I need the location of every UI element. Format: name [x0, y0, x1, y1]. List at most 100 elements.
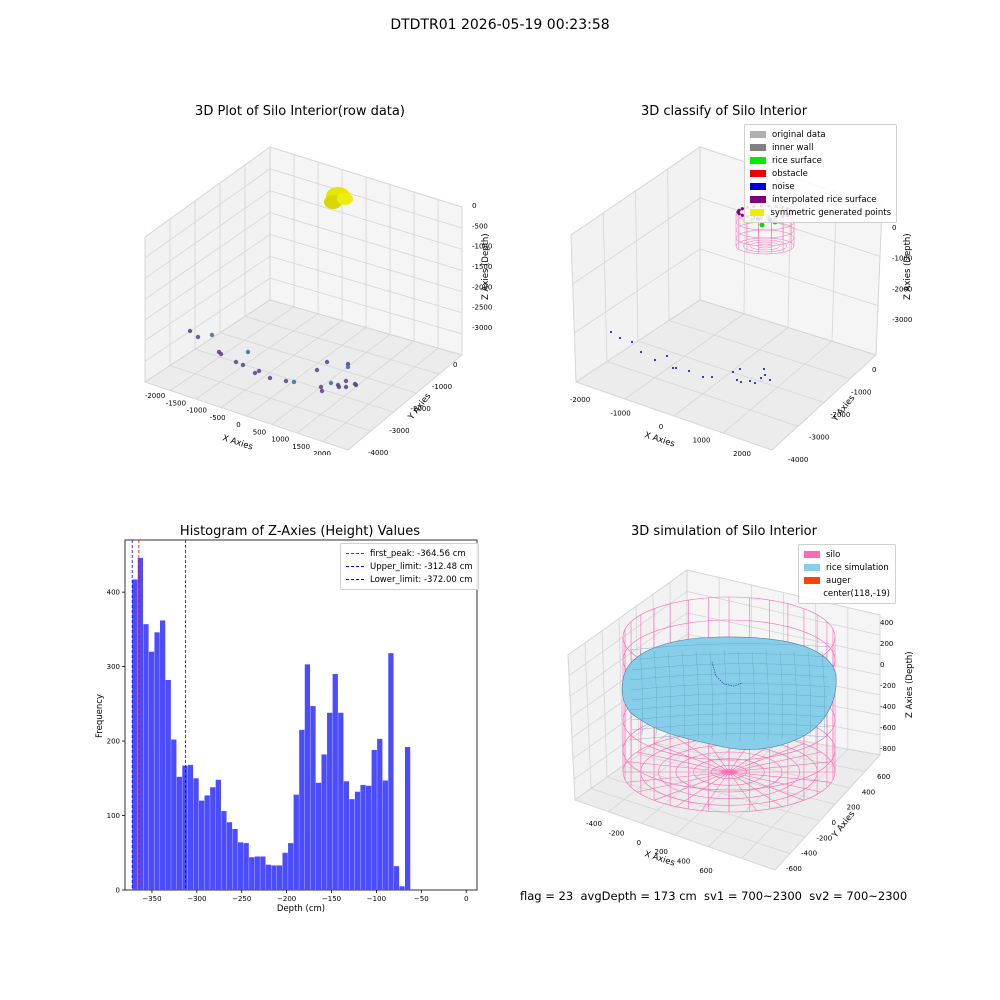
legend-item: rice simulation [804, 561, 890, 574]
data-point [187, 328, 193, 334]
z-tick-label: -3000 [892, 316, 912, 324]
data-point [343, 378, 349, 384]
histogram-bar [137, 557, 144, 890]
grid-line [144, 233, 463, 321]
y-tick-label: -600 [786, 865, 802, 873]
y-tick-label: 0 [453, 361, 457, 369]
rice-mesh-line [653, 650, 657, 737]
histogram-bar [310, 706, 316, 890]
histogram-bar [332, 674, 338, 890]
silo-floor-spoke [626, 761, 730, 773]
legend-item: Lower_limit: -372.00 cm [346, 573, 473, 586]
data-point [240, 362, 246, 368]
noise-point [619, 337, 621, 339]
x-tick-label: 2000 [733, 450, 751, 458]
z-tick-label: 0 [880, 661, 884, 669]
histogram-bar [377, 738, 383, 890]
z-tick-label: -2000 [472, 283, 492, 291]
histogram-bar [210, 787, 216, 890]
noise-point [736, 379, 738, 381]
silo-floor-spoke [728, 771, 805, 801]
grid-line [567, 654, 576, 801]
data-point [195, 334, 201, 340]
grid-line [220, 320, 343, 408]
z-tick-label: -1500 [472, 263, 492, 271]
x-tick-label: −300 [187, 895, 206, 903]
noise-point [654, 359, 656, 361]
rice-mesh-line [737, 650, 741, 743]
histogram-bar [171, 739, 177, 890]
legend-item: obstacle [750, 167, 891, 180]
grid-line [347, 354, 463, 451]
histogram-bar [293, 794, 299, 890]
legend-item: rice surface [750, 154, 891, 167]
y-tick-label: -200 [816, 834, 832, 842]
x-tick-label: -1000 [187, 407, 207, 415]
rice-mesh-line [793, 651, 797, 739]
legend-label: rice surface [772, 155, 822, 166]
x-tick-label: 500 [253, 428, 266, 436]
z-tick-label: 0 [472, 202, 476, 210]
histogram-bar [382, 780, 388, 890]
x-tick-label: 600 [699, 867, 712, 875]
x-tick-label: -200 [608, 829, 624, 837]
histogram-bar [154, 632, 160, 890]
grid-line [667, 168, 670, 321]
grid-line [602, 212, 608, 362]
rice-mesh-line [630, 683, 831, 691]
rice-mesh-line [695, 650, 699, 740]
rice-mesh-line [630, 713, 828, 721]
legend-label: noise [772, 181, 795, 192]
z-tick-label: -800 [880, 745, 896, 753]
data-point [256, 368, 262, 374]
data-point [314, 367, 320, 373]
grid-line [144, 212, 463, 300]
x-tick-label: −100 [367, 895, 386, 903]
silo-floor-spoke [653, 771, 730, 801]
histogram-bar [187, 764, 194, 890]
rice-mesh-line [779, 650, 783, 740]
y-tick-label: -400 [801, 850, 817, 858]
silo-floor-spoke [701, 771, 730, 811]
grid-line [774, 754, 881, 871]
z-tick-label: -1000 [472, 243, 492, 251]
silo-floor-spoke [728, 771, 783, 807]
x-tick-label: 200 [655, 848, 668, 856]
x-tick-label: 0 [659, 423, 663, 431]
rice-surface-point [759, 222, 765, 228]
grid-line [144, 381, 349, 451]
histogram-bar [193, 778, 199, 890]
legend-item: original data [750, 128, 891, 141]
panel2-ylabel: Y Axies [830, 393, 858, 425]
y-tick-label: -2000 [411, 405, 431, 413]
silo-floor-spoke [653, 743, 730, 773]
noise-point [640, 351, 642, 353]
panel3-histogram: −350 −300 −250 −200 −150 −100 −50 0 0 100 200 300 4… [95, 539, 478, 914]
histogram-bar [315, 782, 322, 890]
y-tick-label: -2000 [830, 411, 850, 419]
histogram-bar [282, 852, 288, 890]
silo-floor-spoke [626, 771, 730, 783]
z-tick-label: -2000 [892, 285, 912, 293]
legend-line [346, 579, 364, 580]
histogram-bar [165, 680, 171, 890]
y-tick-label: -1000 [851, 389, 871, 397]
histogram-bar [204, 795, 210, 890]
x-tick-label: -2000 [145, 392, 165, 400]
silo-floor-spoke [675, 771, 730, 807]
noise-point [763, 368, 765, 370]
grid-line [584, 642, 592, 789]
grid-line [144, 190, 463, 279]
data-point [345, 364, 351, 370]
data-point [343, 384, 349, 390]
legend-swatch [804, 564, 820, 571]
legend-item: symmetric generated points [750, 206, 891, 219]
histogram-bar [276, 865, 283, 890]
grid-line [668, 320, 851, 380]
grid-line [606, 361, 799, 427]
grid-line [635, 190, 639, 342]
y-tick-label: 600 [877, 773, 890, 781]
x-tick-label: 1000 [693, 437, 711, 445]
